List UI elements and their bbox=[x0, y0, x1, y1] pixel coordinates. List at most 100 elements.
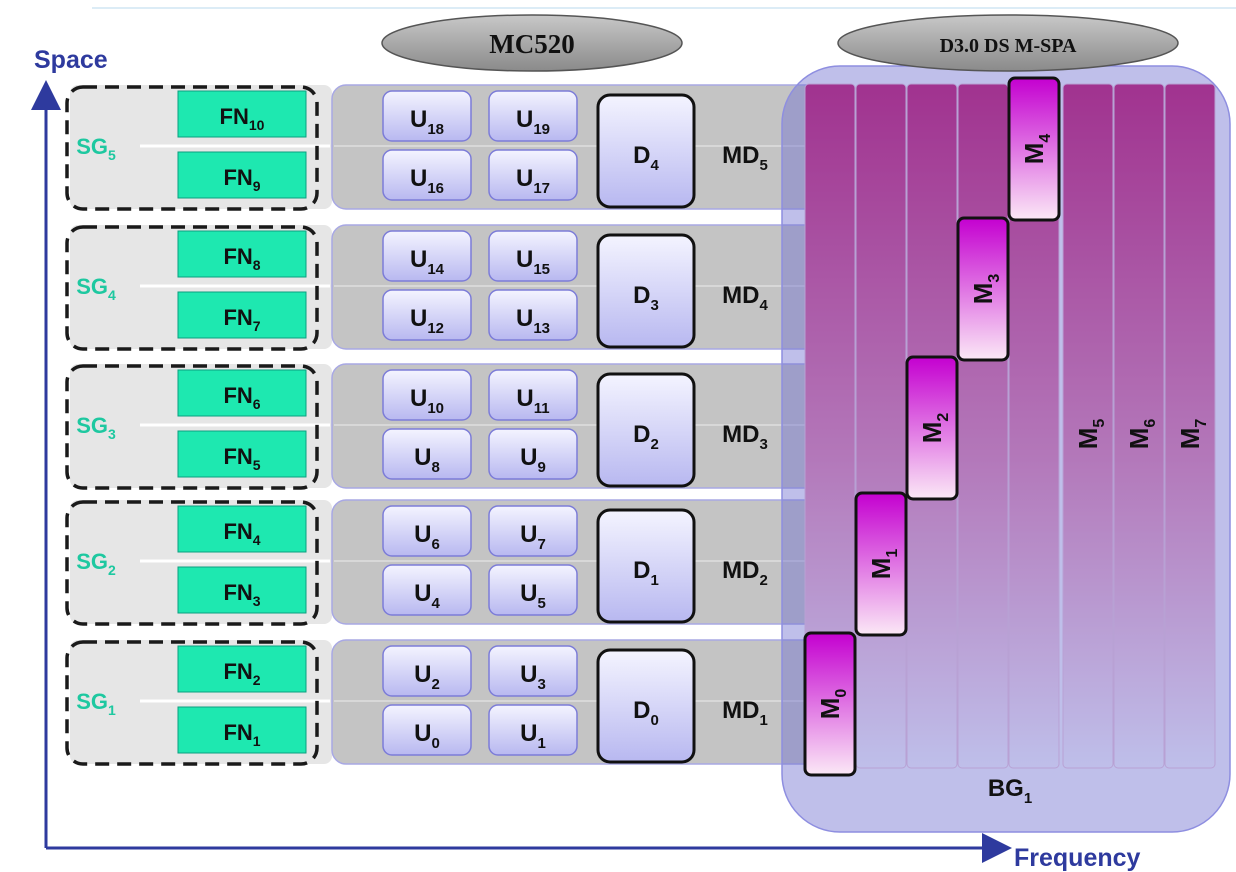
m-channel-box bbox=[1007, 76, 1061, 222]
upstream-channel-label: U13 bbox=[516, 305, 550, 337]
service-group-label: SG3 bbox=[76, 413, 116, 442]
mc520-header: MC520 bbox=[489, 29, 574, 59]
upstream-channel-label: U8 bbox=[414, 444, 440, 476]
upstream-channel-label: U2 bbox=[414, 661, 440, 693]
upstream-channel-box bbox=[488, 564, 578, 616]
service-group-box bbox=[65, 364, 319, 490]
fiber-node-box bbox=[177, 430, 307, 478]
service-group-label: SG1 bbox=[76, 689, 116, 718]
downstream-channel-label: D0 bbox=[633, 697, 659, 729]
mac-domain-label: MD4 bbox=[722, 282, 768, 314]
upstream-channel-label: U14 bbox=[410, 246, 445, 278]
fiber-node-label: FN5 bbox=[223, 444, 260, 473]
mspa-ellipse bbox=[837, 14, 1179, 72]
fiber-node-box bbox=[177, 151, 307, 199]
upstream-channel-label: U4 bbox=[414, 580, 440, 612]
fiber-node-label: FN7 bbox=[223, 305, 260, 334]
upstream-channel-label: U11 bbox=[516, 385, 549, 417]
upstream-channel-box bbox=[382, 428, 472, 480]
downstream-channel-label: D3 bbox=[633, 282, 659, 314]
upstream-channel-label: U17 bbox=[516, 165, 550, 197]
m-channel-box bbox=[854, 491, 908, 637]
fiber-node-label: FN3 bbox=[223, 580, 260, 609]
fiber-node-box bbox=[177, 369, 307, 417]
downstream-channel-label: D2 bbox=[633, 421, 659, 453]
space-axis-label: Space bbox=[34, 46, 108, 74]
downstream-channel-label: D1 bbox=[633, 557, 659, 589]
mspa-header: D3.0 DS M-SPA bbox=[940, 35, 1077, 57]
fiber-node-label: FN2 bbox=[223, 659, 260, 688]
service-group-label: SG5 bbox=[76, 134, 116, 163]
bonding-group-label: BG1 bbox=[988, 775, 1032, 807]
upstream-channel-box bbox=[382, 645, 472, 697]
upstream-channel-box bbox=[488, 428, 578, 480]
fiber-node-box bbox=[177, 645, 307, 693]
channel-column bbox=[1164, 83, 1216, 769]
m-channel-label: M1 bbox=[866, 549, 901, 580]
downstream-channel-box bbox=[596, 233, 696, 349]
m-column-label: M6 bbox=[1124, 419, 1159, 450]
fiber-node-box bbox=[177, 90, 307, 138]
upstream-channel-label: U16 bbox=[410, 165, 444, 197]
service-group-box bbox=[65, 85, 319, 211]
mac-domain-label: MD5 bbox=[722, 142, 768, 174]
upstream-channel-box bbox=[488, 645, 578, 697]
channel-column bbox=[1113, 83, 1165, 769]
fiber-node-label: FN4 bbox=[223, 519, 260, 548]
upstream-channel-label: U5 bbox=[520, 580, 546, 612]
m-column-label: M5 bbox=[1073, 419, 1108, 450]
upstream-channel-box bbox=[488, 90, 578, 142]
upstream-channel-label: U10 bbox=[410, 385, 444, 417]
fiber-node-box bbox=[177, 566, 307, 614]
downstream-channel-box bbox=[596, 93, 696, 209]
channel-column bbox=[1062, 83, 1114, 769]
m-channel-box bbox=[803, 631, 857, 777]
fiber-node-box bbox=[177, 706, 307, 754]
mac-domain-label: MD3 bbox=[722, 421, 768, 453]
upstream-channel-box bbox=[382, 90, 472, 142]
downstream-channel-box bbox=[596, 508, 696, 624]
m-column-label: M7 bbox=[1175, 419, 1210, 450]
upstream-channel-box bbox=[488, 369, 578, 421]
fiber-node-box bbox=[177, 505, 307, 553]
upstream-channel-box bbox=[382, 230, 472, 282]
upstream-channel-box bbox=[382, 704, 472, 756]
service-group-box bbox=[65, 640, 319, 766]
upstream-channel-label: U3 bbox=[520, 661, 546, 693]
service-group-box bbox=[65, 500, 319, 626]
service-group-box bbox=[65, 225, 319, 351]
service-group-label: SG2 bbox=[76, 549, 116, 578]
m-channel-label: M0 bbox=[815, 689, 850, 720]
m-channel-label: M4 bbox=[1019, 134, 1054, 165]
fiber-node-label: FN1 bbox=[223, 720, 260, 749]
downstream-channel-label: D4 bbox=[633, 142, 659, 174]
upstream-channel-label: U19 bbox=[516, 106, 550, 138]
upstream-channel-box bbox=[382, 149, 472, 201]
upstream-channel-box bbox=[488, 704, 578, 756]
upstream-channel-label: U9 bbox=[520, 444, 546, 476]
upstream-channel-box bbox=[488, 505, 578, 557]
upstream-channel-box bbox=[488, 289, 578, 341]
upstream-channel-label: U12 bbox=[410, 305, 444, 337]
upstream-channel-box bbox=[488, 149, 578, 201]
fiber-node-label: FN6 bbox=[223, 383, 260, 412]
fiber-node-label: FN10 bbox=[220, 104, 265, 133]
fiber-node-box bbox=[177, 291, 307, 339]
fiber-node-label: FN9 bbox=[223, 165, 260, 194]
upstream-channel-label: U15 bbox=[516, 246, 550, 278]
upstream-channel-label: U18 bbox=[410, 106, 444, 138]
upstream-channel-box bbox=[382, 289, 472, 341]
mc520-ellipse bbox=[381, 14, 683, 72]
upstream-channel-label: U6 bbox=[414, 521, 440, 553]
upstream-channel-label: U7 bbox=[520, 521, 546, 553]
m-channel-label: M3 bbox=[968, 274, 1003, 305]
frequency-axis-label: Frequency bbox=[1014, 844, 1141, 872]
m-channel-box bbox=[905, 355, 959, 501]
diagram-boxes: SG1 FN2 FN1 U2 U3 U0 U1 D0 MD1 M0 SG2 FN4 FN3 U6 U7 U4 U… bbox=[65, 76, 1210, 807]
upstream-channel-label: U0 bbox=[414, 720, 440, 752]
downstream-channel-box bbox=[596, 648, 696, 764]
upstream-channel-box bbox=[382, 564, 472, 616]
upstream-channel-box bbox=[488, 230, 578, 282]
m-channel-label: M2 bbox=[917, 413, 952, 444]
